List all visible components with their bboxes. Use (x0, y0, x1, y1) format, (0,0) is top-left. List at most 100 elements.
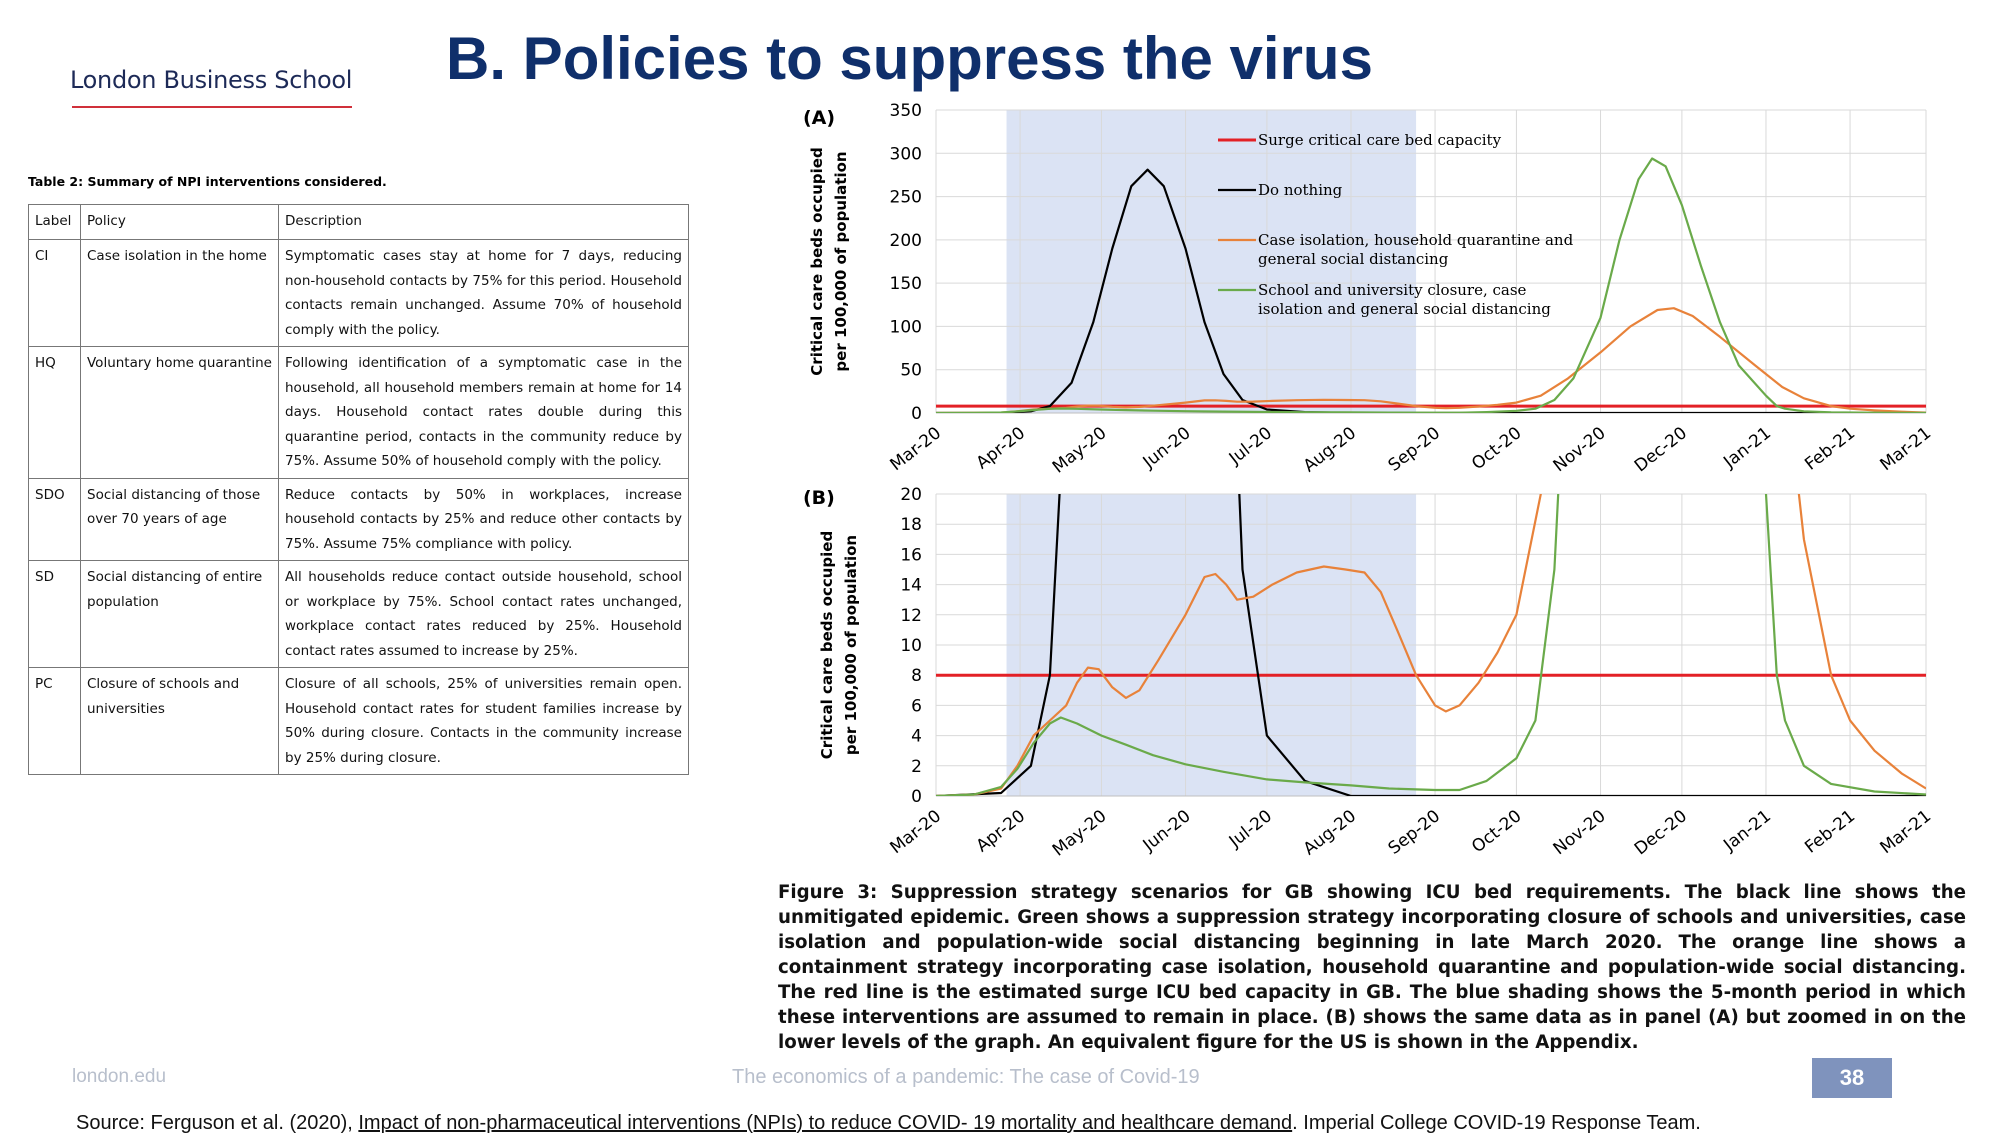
x-tick-label: Oct-20 (1468, 806, 1525, 857)
source-link[interactable]: Impact of non-pharmaceutical interventio… (358, 1112, 1293, 1134)
footer-deck-title: The economics of a pandemic: The case of… (732, 1066, 1200, 1088)
panel-label: (B) (803, 487, 835, 509)
series-line-containment (936, 307, 1926, 413)
legend-label-line: School and university closure, case (1258, 281, 1527, 299)
y-tick-label: 8 (911, 666, 922, 686)
y-tick-label: 10 (900, 636, 922, 656)
table-row: SD Social distancing of entire populatio… (28, 560, 689, 668)
y-axis-label: Critical care beds occupied (818, 531, 836, 759)
x-tick-label: Feb-21 (1801, 423, 1859, 474)
legend-label-containment: Case isolation, household quarantine and… (1258, 231, 1574, 268)
legend-label-line: Do nothing (1258, 181, 1343, 199)
y-tick-label: 14 (900, 576, 922, 596)
npi-table: Label Policy Description CI Case isolati… (28, 204, 689, 775)
table-header-cell: Label (28, 204, 81, 240)
series-line-do_nothing (936, 168, 1926, 413)
table-row: HQ Voluntary home quarantine Following i… (28, 346, 689, 479)
footer-website[interactable]: london.edu (72, 1066, 167, 1087)
table-cell-description: Symptomatic cases stay at home for 7 day… (278, 239, 689, 347)
x-tick-label: Apr-20 (973, 806, 1030, 856)
x-tick-label: Oct-20 (1468, 423, 1525, 474)
table-cell-description: Closure of all schools, 25% of universit… (278, 667, 689, 775)
table-cell-description: Reduce contacts by 50% in workplaces, in… (278, 477, 689, 561)
table-cell-policy: Closure of schools and universities (80, 667, 279, 775)
table-cell-label: SD (28, 560, 81, 668)
x-tick-label: Aug-20 (1300, 806, 1360, 859)
x-tick-label: Jun-20 (1139, 423, 1195, 473)
y-tick-label: 18 (900, 515, 922, 535)
series-line-do_nothing (936, 494, 1926, 796)
series-group (936, 494, 1926, 796)
x-tick-label: Dec-20 (1631, 423, 1691, 476)
y-tick-label: 100 (890, 317, 922, 337)
table-header-row: Label Policy Description (28, 204, 689, 240)
x-tick-label: Aug-20 (1300, 423, 1360, 476)
series-line-suppression (936, 494, 1926, 796)
y-axis-label: per 100,000 of population (842, 535, 860, 755)
lbs-logo: London Business School (70, 66, 353, 94)
series-group (936, 157, 1926, 413)
x-tick-label: Jun-20 (1139, 806, 1195, 856)
table-row: SDO Social distancing of those over 70 y… (28, 477, 689, 561)
y-tick-label: 0 (911, 404, 922, 424)
table-row: PC Closure of schools and universities C… (28, 667, 689, 775)
x-tick-label: Apr-20 (973, 423, 1030, 473)
table-cell-policy: Case isolation in the home (80, 239, 279, 347)
x-tick-label: Jan-21 (1719, 806, 1775, 856)
x-tick-label: May-20 (1049, 423, 1111, 477)
series-line-suppression (936, 157, 1926, 413)
series-line-containment (936, 494, 1926, 796)
x-tick-label: Nov-20 (1550, 806, 1610, 859)
x-tick-label: Jul-20 (1225, 423, 1276, 469)
page-number: 38 (1812, 1058, 1892, 1098)
x-tick-label: Sep-20 (1385, 423, 1444, 476)
logo-underline (72, 106, 352, 108)
y-tick-label: 6 (911, 696, 922, 716)
x-tick-label: Mar-20 (886, 423, 945, 475)
x-tick-label: Nov-20 (1550, 423, 1610, 476)
y-axis-label: Critical care beds occupied (808, 147, 826, 375)
legend-label-line: Case isolation, household quarantine and (1258, 231, 1574, 249)
intervention-period-shading (1006, 110, 1417, 413)
source-prefix: Source: Ferguson et al. (2020), (76, 1112, 359, 1134)
y-tick-label: 350 (890, 101, 922, 121)
y-axis-label: per 100,000 of population (832, 151, 850, 371)
slide-title: B. Policies to suppress the virus (446, 25, 1373, 92)
y-tick-label: 0 (911, 787, 922, 807)
x-tick-label: Mar-21 (1876, 423, 1935, 475)
table-row: CI Case isolation in the home Symptomati… (28, 239, 689, 347)
legend-label-suppression: School and university closure, case isola… (1258, 281, 1551, 318)
y-tick-label: 20 (900, 485, 922, 505)
legend-label-line: isolation and general social distancing (1258, 300, 1551, 318)
y-tick-label: 150 (890, 274, 922, 294)
legend-label-line: Surge critical care bed capacity (1258, 131, 1502, 149)
x-tick-label: Sep-20 (1385, 806, 1444, 859)
figure-caption: Figure 3: Suppression strategy scenarios… (778, 882, 1966, 1053)
table-cell-label: CI (28, 239, 81, 347)
table-cell-description: Following identification of a symptomati… (278, 346, 689, 479)
table-cell-policy: Voluntary home quarantine (80, 346, 279, 479)
x-tick-label: Jan-21 (1719, 423, 1775, 473)
y-tick-label: 300 (890, 144, 922, 164)
y-tick-label: 50 (900, 361, 922, 381)
table-header-cell: Description (278, 204, 689, 240)
x-tick-label: Feb-21 (1801, 806, 1859, 857)
y-tick-label: 200 (890, 231, 922, 251)
legend-label-capacity: Surge critical care bed capacity (1258, 131, 1502, 149)
source-suffix: . Imperial College COVID-19 Response Tea… (1292, 1112, 1701, 1134)
x-tick-label: Mar-20 (886, 806, 945, 858)
y-tick-label: 16 (900, 545, 922, 565)
legend-label-do_nothing: Do nothing (1258, 181, 1343, 199)
y-tick-label: 4 (911, 727, 922, 747)
x-tick-label: Dec-20 (1631, 806, 1691, 859)
y-tick-label: 250 (890, 188, 922, 208)
y-tick-label: 12 (900, 606, 922, 626)
x-tick-label: Mar-21 (1876, 806, 1935, 858)
source-citation: Source: Ferguson et al. (2020), Impact o… (76, 1112, 1701, 1135)
table-cell-description: All households reduce contact outside ho… (278, 560, 689, 668)
x-tick-label: Jul-20 (1225, 806, 1276, 852)
legend-label-line: general social distancing (1258, 250, 1449, 268)
table-cell-label: PC (28, 667, 81, 775)
panel-label: (A) (803, 107, 835, 129)
